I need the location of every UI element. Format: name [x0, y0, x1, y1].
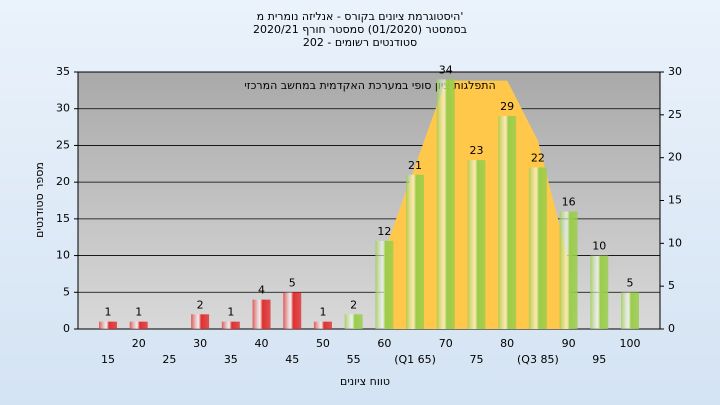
bar — [498, 116, 517, 329]
x-tick-label: 50 — [316, 337, 330, 350]
data-label: 12 — [377, 225, 391, 238]
title-line: היסטוגרמת ציונים בקורס - אנליזה נומרית מ… — [257, 10, 464, 23]
data-label: 1 — [105, 306, 112, 319]
bar — [129, 321, 148, 329]
title-line: בסמסטר (01/2020) סמסטר חורף 2020/21 — [253, 23, 467, 36]
x-tick-label: 75 — [469, 353, 483, 366]
y-tick-label: 15 — [56, 212, 70, 225]
bar — [528, 167, 547, 329]
bar — [252, 299, 271, 329]
y-tick-label: 5 — [63, 285, 70, 298]
x-tick-label: 20 — [132, 337, 146, 350]
y2-tick-label: 5 — [668, 279, 675, 292]
x-tick-label: (Q3 85) — [517, 353, 559, 366]
x-tick-label: 30 — [193, 337, 207, 350]
y-tick-label: 0 — [63, 322, 70, 335]
x-tick-label: 35 — [224, 353, 238, 366]
y-axis-label: מספר סטודנטים — [33, 162, 46, 238]
data-label: 34 — [439, 63, 453, 76]
data-label: 23 — [469, 144, 483, 157]
x-tick-label: 60 — [377, 337, 391, 350]
y-tick-label: 25 — [56, 138, 70, 151]
bar — [221, 321, 240, 329]
y2-tick-label: 30 — [668, 65, 682, 78]
data-label: 22 — [531, 151, 545, 164]
data-label: 4 — [258, 284, 265, 297]
data-label: 5 — [289, 276, 296, 289]
bar — [313, 321, 332, 329]
bar — [406, 174, 425, 329]
data-label: 1 — [319, 306, 326, 319]
data-label: 16 — [562, 196, 576, 209]
data-label: 10 — [592, 240, 606, 253]
x-tick-label: 25 — [162, 353, 176, 366]
x-tick-label: 80 — [500, 337, 514, 350]
y2-tick-label: 15 — [668, 194, 682, 207]
bar — [590, 255, 609, 329]
y-tick-label: 35 — [56, 65, 70, 78]
bar — [375, 240, 394, 329]
y-tick-label: 20 — [56, 175, 70, 188]
bar — [99, 321, 117, 329]
bar — [621, 292, 639, 329]
data-label: 21 — [408, 159, 422, 172]
x-tick-label: 45 — [285, 353, 299, 366]
bar — [191, 314, 210, 329]
y2-tick-label: 25 — [668, 108, 682, 121]
data-label: 1 — [227, 306, 234, 319]
x-tick-label: (Q1 65) — [394, 353, 436, 366]
x-tick-label: 70 — [439, 337, 453, 350]
y-tick-label: 30 — [56, 102, 70, 115]
x-tick-label: 95 — [592, 353, 606, 366]
x-tick-label: 90 — [562, 337, 576, 350]
data-label: 5 — [627, 276, 634, 289]
title-line: סטודנטים רשומים - 202 — [303, 36, 417, 49]
y2-tick-label: 0 — [668, 322, 675, 335]
bar — [436, 79, 455, 329]
annotation: התפלגות ציון סופי במערכת האקדמית במחשב ה… — [244, 79, 495, 92]
y2-tick-label: 10 — [668, 236, 682, 249]
x-tick-label: 100 — [620, 337, 641, 350]
data-label: 2 — [350, 298, 357, 311]
x-tick-label: 55 — [347, 353, 361, 366]
bar — [344, 314, 363, 329]
data-label: 1 — [135, 306, 142, 319]
data-label: 2 — [197, 298, 204, 311]
bar — [283, 292, 302, 329]
data-label: 29 — [500, 100, 514, 113]
bar — [467, 160, 486, 329]
bar — [559, 211, 578, 329]
x-tick-label: 15 — [101, 353, 115, 366]
x-tick-label: 40 — [255, 337, 269, 350]
y2-tick-label: 20 — [668, 151, 682, 164]
y-tick-label: 10 — [56, 249, 70, 262]
x-axis-label: טווח ציונים — [340, 375, 390, 388]
